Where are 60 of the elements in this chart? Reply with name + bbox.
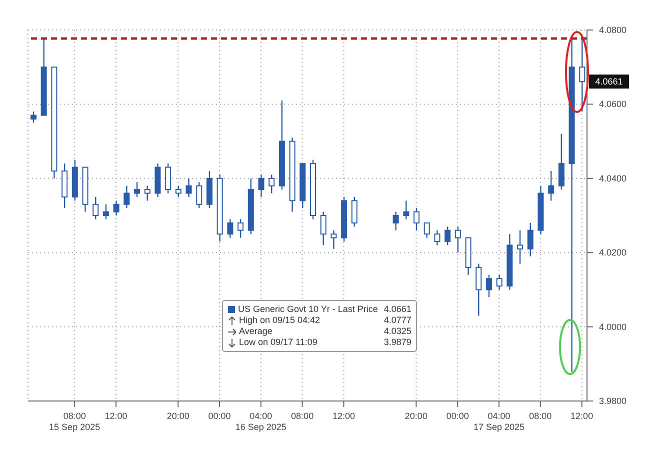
annotation: Average <box>239 326 272 337</box>
candlestick <box>268 174 275 194</box>
x-tick-label: 00:00 <box>208 411 231 421</box>
annotation: 4.0661 <box>384 304 412 315</box>
x-tick-label: 00:00 <box>446 411 469 421</box>
candlestick <box>175 185 182 198</box>
candlestick <box>227 218 234 238</box>
y-tick-label: 4.0400 <box>599 173 627 184</box>
y-tick-label: 4.0800 <box>599 25 627 35</box>
candlestick <box>351 196 358 228</box>
legend-label: US Generic Govt 10 Yr - Last Price <box>238 304 378 315</box>
candlestick <box>486 274 492 298</box>
y-tick-label: 3.9800 <box>599 396 627 406</box>
x-tick-label: 04:00 16 Sep 2025 <box>235 411 286 432</box>
candlestick <box>434 230 440 246</box>
annotation: 4.0325 <box>384 326 412 337</box>
x-tick-label: 12:00 <box>570 411 594 421</box>
candlestick <box>403 200 410 220</box>
candlestick <box>548 170 554 202</box>
annotation: 3.9879 <box>384 337 412 348</box>
x-tick-label: 12:00 <box>332 411 355 421</box>
candlestick <box>330 230 337 250</box>
candlestick <box>102 204 109 220</box>
candlestick <box>320 211 326 246</box>
candlestick <box>424 222 430 238</box>
x-tick-label: 20:00 <box>404 411 428 421</box>
candlestick <box>454 226 461 254</box>
candlestick <box>196 182 202 209</box>
annotation: 4.0777 <box>384 315 412 326</box>
annotation: High on 09/15 04:42 <box>239 315 320 326</box>
x-tick-label: 04:00 17 Sep 2025 <box>473 411 525 432</box>
annotation: Low on 09/17 11:09 <box>239 337 318 348</box>
candlestick <box>92 196 99 220</box>
candlestick <box>527 222 534 257</box>
candlestick <box>113 200 120 216</box>
candlestick <box>496 274 502 290</box>
candlestick <box>144 185 150 202</box>
candlestick <box>258 174 264 198</box>
candlestick <box>124 185 130 209</box>
candlestick <box>444 226 451 246</box>
x-tick-label: 08:00 <box>529 411 552 421</box>
y-tick-label: 4.0600 <box>599 99 627 110</box>
x-tick-label: 08:00 15 Sep 2025 <box>49 411 100 432</box>
candlestick <box>392 211 399 231</box>
candlestick <box>30 111 36 124</box>
candlestick <box>238 218 244 238</box>
candlestick <box>517 230 524 264</box>
x-tick-label: 20:00 <box>166 411 190 421</box>
candlestick <box>134 182 140 198</box>
x-tick-label: 12:00 <box>104 411 128 421</box>
candlestick <box>558 133 564 190</box>
candlestick <box>186 178 192 198</box>
y-tick-label: 4.0200 <box>599 248 627 258</box>
candlestick <box>476 263 482 316</box>
candlestick <box>579 38 586 112</box>
candlestick <box>165 162 172 194</box>
candlestick <box>414 207 420 231</box>
y-tick-label: 4.0000 <box>599 322 627 332</box>
x-tick-label: 08:00 <box>291 411 314 421</box>
text: 4.0661 <box>595 76 623 87</box>
